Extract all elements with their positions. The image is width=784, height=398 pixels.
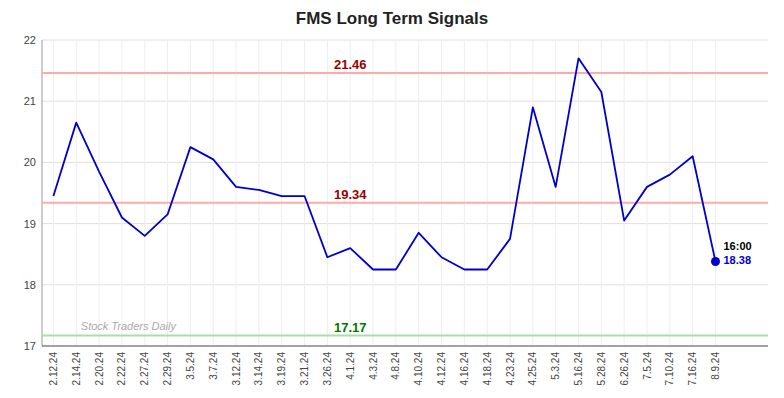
grid-line-x [258, 40, 259, 346]
data-line [53, 58, 715, 269]
grid-line-x [76, 40, 77, 346]
grid-line-x [487, 40, 488, 346]
grid-line-y [42, 223, 768, 224]
grid-line-x [99, 40, 100, 346]
grid-line-y [42, 162, 768, 163]
grid-line-x [464, 40, 465, 346]
grid-line-x [121, 40, 122, 346]
x-tick-label: 8.9.24 [710, 352, 721, 380]
grid-line-x [281, 40, 282, 346]
grid-line-x [647, 40, 648, 346]
grid-line-x [213, 40, 214, 346]
reference-line [42, 72, 768, 74]
x-tick-label: 2.14.24 [71, 352, 82, 386]
grid-line-x [304, 40, 305, 346]
reference-line [42, 202, 768, 204]
x-tick-label: 3.5.24 [185, 352, 196, 380]
grid-line-x [624, 40, 625, 346]
end-label-time: 16:00 [723, 240, 751, 252]
grid-line-x [510, 40, 511, 346]
y-tick-label: 18 [24, 279, 36, 291]
x-tick-label: 5.28.24 [596, 352, 607, 386]
grid-line-x [555, 40, 556, 346]
x-tick-label: 4.23.24 [505, 352, 516, 386]
grid-line-x [715, 40, 716, 346]
x-tick-label: 5.16.24 [573, 352, 584, 386]
grid-line-x [418, 40, 419, 346]
x-tick-label: 3.26.24 [322, 352, 333, 386]
end-label-value: 18.38 [723, 254, 751, 266]
grid-line-x [441, 40, 442, 346]
x-tick-label: 7.10.24 [664, 352, 675, 386]
x-tick-label: 2.29.24 [162, 352, 173, 386]
last-point [711, 257, 720, 266]
reference-label: 21.46 [334, 57, 367, 72]
watermark: Stock Traders Daily [81, 320, 178, 332]
x-tick-label: 2.12.24 [48, 352, 59, 386]
x-tick-label: 3.19.24 [276, 352, 287, 386]
y-tick-label: 17 [24, 340, 36, 352]
grid-line-y [42, 101, 768, 102]
grid-line-x [578, 40, 579, 346]
y-tick-label: 22 [24, 34, 36, 46]
grid-line-x [327, 40, 328, 346]
grid-line-y [42, 40, 768, 41]
y-tick-label: 20 [24, 156, 36, 168]
x-axis [42, 346, 768, 347]
grid-line-x [601, 40, 602, 346]
x-tick-label: 4.8.24 [390, 352, 401, 380]
grid-line-x [190, 40, 191, 346]
grid-line-x [395, 40, 396, 346]
reference-label: 17.17 [334, 320, 367, 335]
x-tick-label: 4.25.24 [527, 352, 538, 386]
grid-line-x [144, 40, 145, 346]
y-axis [42, 40, 43, 346]
chart: 17 18 19 20 21 22 2.12.24 2.14.24 2.20.24 2.22.24… [0, 0, 784, 398]
grid-line-y [42, 284, 768, 285]
title: FMS Long Term Signals [296, 9, 488, 28]
grid-line-x [692, 40, 693, 346]
x-tick-label: 5.3.24 [550, 352, 561, 380]
x-tick-label: 3.12.24 [231, 352, 242, 386]
grid-line-x [373, 40, 374, 346]
reference-line [42, 335, 768, 337]
x-tick-label: 2.22.24 [116, 352, 127, 386]
grid-line-y [42, 346, 768, 347]
x-tick-label: 4.3.24 [368, 352, 379, 380]
x-tick-label: 6.26.24 [619, 352, 630, 386]
grid-line-x [532, 40, 533, 346]
reference-label: 19.34 [334, 187, 367, 202]
grid-line-x [167, 40, 168, 346]
y-tick-label: 21 [24, 95, 36, 107]
x-tick-label: 7.16.24 [687, 352, 698, 386]
y-tick-label: 19 [24, 218, 36, 230]
x-tick-label: 7.5.24 [642, 352, 653, 380]
x-tick-label: 4.16.24 [459, 352, 470, 386]
x-tick-label: 3.14.24 [253, 352, 264, 386]
x-tick-label: 2.27.24 [139, 352, 150, 386]
x-tick-label: 4.18.24 [482, 352, 493, 386]
x-tick-label: 4.1.24 [345, 352, 356, 380]
x-tick-label: 3.21.24 [299, 352, 310, 386]
grid-line-x [236, 40, 237, 346]
x-tick-label: 4.12.24 [436, 352, 447, 386]
plot-area [42, 58, 768, 335]
x-tick-label: 3.7.24 [208, 352, 219, 380]
x-tick-label: 4.10.24 [413, 352, 424, 386]
x-tick-label: 2.20.24 [94, 352, 105, 386]
grid-line-x [669, 40, 670, 346]
